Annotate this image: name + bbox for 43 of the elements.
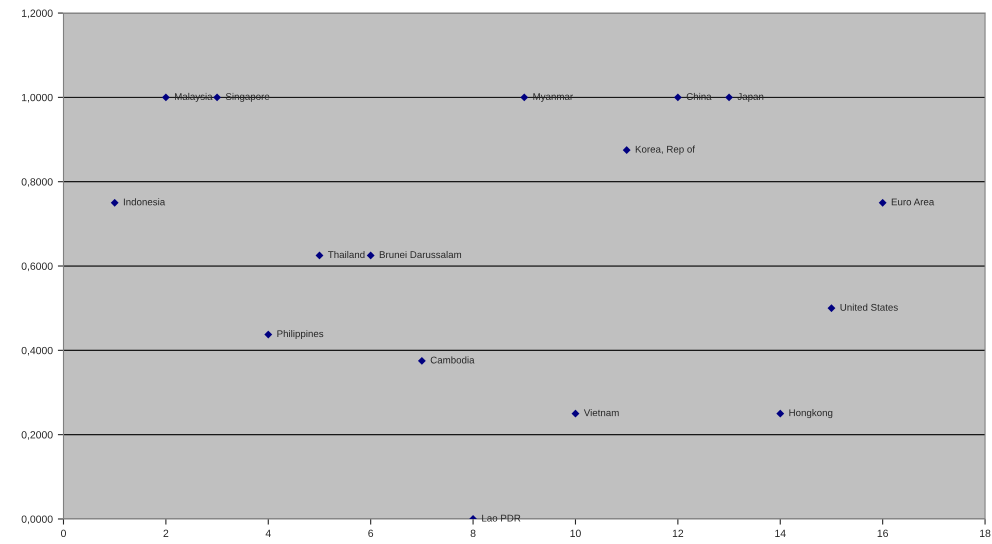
annotation: Hongkong [789,409,832,418]
x-tick-label: 6 [368,530,374,538]
point [674,93,682,102]
x-tick-label: 2 [164,530,168,537]
point [776,410,784,418]
y-tick-label: 0,6000 [22,262,53,272]
point [316,252,324,260]
point [878,198,887,207]
y-tick-label: 1,0000 [22,94,53,102]
annotation: Cambodia [430,356,475,364]
point [213,93,222,102]
x-tick-label: 10 [570,530,581,538]
annotation: Indonesia [124,198,166,206]
point [418,356,426,365]
annotation: Lao PDR [482,514,520,522]
x-tick-label: 12 [672,530,684,537]
y-tick-label: 0,8000 [22,178,53,187]
point [622,146,631,154]
point [162,93,170,102]
point [366,252,375,260]
annotation: Philippines [277,330,324,340]
y-tick-label: 0,2000 [22,431,53,440]
annotation: Thailand [328,250,364,258]
x-tick-label: 4 [266,530,271,537]
point [572,410,580,418]
annotation: Korea, Rep of [636,146,696,155]
point [828,304,836,312]
point [264,330,272,338]
x-tick-label: 14 [775,530,786,537]
x-tick-label: 8 [470,530,476,538]
y-tick-label: 1,2000 [22,10,53,18]
annotation: Euro Area [892,198,934,206]
y-tick-label: 0,0000 [22,515,53,524]
point [520,93,528,102]
annotation: United States [840,304,898,311]
point [725,93,733,102]
x-tick-label: 16 [878,530,888,538]
x-tick-label: 18 [980,530,990,538]
point [110,198,119,207]
x-tick-label: 0 [61,530,66,538]
annotation: Vietnam [584,409,619,416]
y-tick-label: 0,4000 [22,346,53,356]
annotation: Brunei Darussalam [380,250,462,258]
